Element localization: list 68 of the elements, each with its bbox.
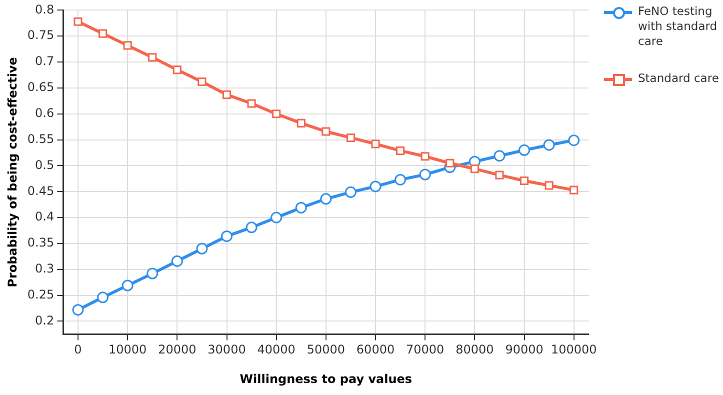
y-tick-label: 0.8 (35, 2, 54, 16)
point (72, 304, 84, 316)
point (495, 170, 504, 180)
y-tick-label: 0.3 (35, 262, 54, 276)
point (222, 90, 232, 99)
point (221, 230, 233, 242)
point (247, 99, 256, 108)
x-tick-label: 100000 (550, 342, 597, 357)
x-tick-label: 90000 (505, 342, 544, 357)
y-tick-label: 0.45 (27, 184, 54, 198)
x-tick-label: 80000 (456, 342, 494, 357)
x-axis-title: Willingness to pay values (240, 372, 412, 386)
point (296, 118, 306, 128)
y-tick-label: 0.5 (35, 158, 54, 172)
point (171, 255, 183, 267)
point (122, 280, 134, 292)
point (74, 17, 82, 26)
point (543, 139, 555, 151)
y-tick-label: 0.7 (35, 54, 54, 68)
y-tick-label: 0.6 (35, 106, 54, 120)
point (544, 181, 554, 190)
x-tick-label: 0 (74, 342, 82, 357)
legend-label: Standard care (638, 71, 719, 86)
point (346, 133, 356, 142)
point (370, 180, 382, 192)
point (518, 144, 530, 156)
point (446, 158, 454, 168)
point (123, 41, 132, 50)
y-tick-label: 0.35 (27, 236, 54, 250)
point (172, 66, 182, 74)
point (246, 222, 258, 234)
point (394, 174, 406, 186)
point (568, 134, 580, 146)
y-tick-label: 0.4 (35, 210, 54, 224)
y-tick-label: 0.2 (35, 313, 54, 328)
x-tick-label: 30000 (208, 342, 246, 357)
point (98, 29, 108, 38)
point (396, 146, 405, 155)
point (320, 193, 332, 205)
point (419, 168, 431, 180)
point (146, 268, 158, 280)
x-tick-label: 60000 (356, 342, 395, 357)
y-tick-label: 0.65 (27, 80, 54, 94)
point (97, 292, 109, 304)
point (322, 127, 330, 136)
x-tick-label: 20000 (158, 342, 196, 357)
point (196, 242, 208, 254)
point (520, 176, 529, 186)
y-axis-title: Probability of being cost-effective (5, 57, 20, 288)
point (494, 150, 506, 162)
y-tick-label: 0.55 (27, 132, 54, 146)
point (371, 140, 380, 148)
point (295, 202, 307, 214)
point (470, 164, 479, 174)
y-tick-label: 0.75 (27, 28, 54, 42)
point (272, 110, 281, 118)
y-tick-label: 0.25 (27, 287, 54, 302)
point (148, 53, 157, 62)
x-tick-label: 10000 (108, 342, 147, 357)
x-tick-label: 50000 (306, 342, 346, 357)
point (198, 77, 206, 86)
point (270, 212, 282, 224)
x-tick-label: 40000 (257, 342, 296, 357)
x-tick-label: 70000 (406, 342, 444, 357)
point (420, 152, 430, 161)
point (344, 186, 356, 198)
legend-label: FeNO testing with standard care (638, 4, 718, 49)
point (570, 186, 578, 194)
